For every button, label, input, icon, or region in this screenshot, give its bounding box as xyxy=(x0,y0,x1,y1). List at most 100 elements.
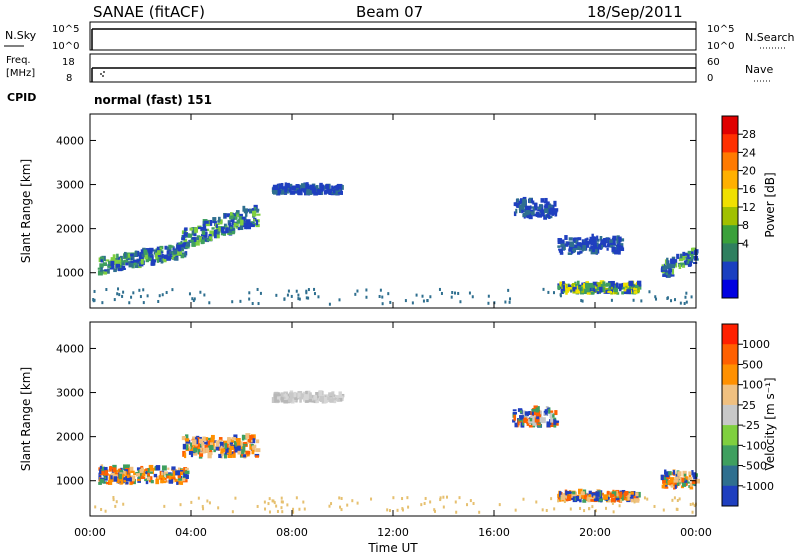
echo-cell xyxy=(210,437,215,443)
nsearch-tick-bottom: 10^0 xyxy=(707,41,734,52)
echo-cell xyxy=(579,506,582,510)
ytick-label: 4000 xyxy=(56,342,84,355)
echo-cell xyxy=(528,424,533,428)
echo-cell xyxy=(670,263,675,269)
echo-cell xyxy=(99,469,102,475)
echo-cell xyxy=(146,468,150,473)
echo-cell xyxy=(219,219,223,225)
echo-cell xyxy=(224,443,227,449)
echo-cell xyxy=(440,291,443,295)
echo-cell xyxy=(255,219,259,226)
echo-cell xyxy=(678,497,681,501)
echo-cell xyxy=(562,290,566,293)
echo-cell xyxy=(208,437,211,440)
echo-cell xyxy=(213,234,217,239)
echo-cell xyxy=(613,287,619,293)
echo-cell xyxy=(161,471,164,477)
echo-cell xyxy=(588,291,594,295)
echo-cell xyxy=(155,252,158,259)
echo-cell xyxy=(123,479,127,483)
echo-cell xyxy=(143,249,148,255)
echo-cell xyxy=(254,444,257,448)
echo-cell xyxy=(280,500,283,504)
echo-cell xyxy=(549,205,553,211)
echo-cell xyxy=(632,284,638,288)
cpid-label: CPID xyxy=(7,91,36,104)
echo-cell xyxy=(587,495,593,501)
echo-cell xyxy=(187,233,193,238)
beam-title: Beam 07 xyxy=(356,3,423,21)
echo-cell xyxy=(339,505,342,509)
echo-cell xyxy=(208,236,213,242)
echo-cell xyxy=(566,495,572,501)
echo-cell xyxy=(457,291,460,295)
echo-cell xyxy=(176,249,180,254)
echo-cell xyxy=(105,481,110,485)
echo-cell xyxy=(682,251,686,257)
echo-cell xyxy=(256,213,261,216)
echo-cell xyxy=(199,452,204,457)
echo-cell xyxy=(198,236,202,243)
echo-cell xyxy=(593,241,597,247)
echo-cell xyxy=(396,508,399,512)
echo-cell xyxy=(180,480,184,485)
echo-cell xyxy=(313,287,316,291)
echo-cell xyxy=(609,492,613,498)
echo-cell xyxy=(600,243,604,249)
echo-cell xyxy=(113,476,118,482)
echo-cell xyxy=(677,471,682,477)
echo-cell xyxy=(525,209,530,216)
echo-cell xyxy=(107,268,110,274)
echo-cell xyxy=(200,226,204,232)
echo-cell xyxy=(177,478,183,481)
echo-cell xyxy=(207,453,212,459)
echo-cell xyxy=(221,228,225,231)
echo-cell xyxy=(578,488,583,494)
echo-cell xyxy=(665,270,669,274)
colorbar-segment xyxy=(722,116,738,135)
echo-cell xyxy=(217,220,220,223)
echo-cell xyxy=(628,280,634,286)
echo-cell xyxy=(119,472,123,475)
echo-cell xyxy=(263,500,266,504)
echo-cell xyxy=(199,290,202,294)
echo-cell xyxy=(302,500,305,504)
echo-cell xyxy=(693,475,698,480)
echo-cell xyxy=(655,297,658,301)
echo-cell xyxy=(245,451,250,454)
echo-cell xyxy=(130,470,135,474)
echo-cell xyxy=(684,261,689,266)
echo-cell xyxy=(183,238,188,245)
echo-cell xyxy=(683,473,687,477)
echo-cell xyxy=(531,410,534,416)
echo-cell xyxy=(662,274,667,277)
colorbar-segment xyxy=(722,485,738,507)
echo-cell xyxy=(420,503,423,507)
echo-cell xyxy=(188,292,191,296)
echo-cell xyxy=(116,292,119,296)
xtick-label: 12:00 xyxy=(377,526,409,539)
echo-cell xyxy=(571,289,574,292)
echo-cell xyxy=(136,479,141,482)
echo-cell xyxy=(98,481,102,485)
echo-cell xyxy=(191,439,197,446)
echo-cell xyxy=(664,471,669,477)
colorbar-segment xyxy=(722,188,738,208)
echo-cell xyxy=(148,476,153,481)
echo-cell xyxy=(98,257,102,263)
echo-cell xyxy=(230,230,235,235)
echo-cell xyxy=(230,217,235,223)
echo-cell xyxy=(229,226,233,230)
echo-cell xyxy=(254,455,260,458)
echo-cell xyxy=(94,505,97,509)
echo-cell xyxy=(622,286,625,290)
echo-cell xyxy=(684,295,687,299)
velocity-colorbar: 1000 500 100 25 -25 -100 -500 -1000 xyxy=(721,323,774,507)
echo-cell xyxy=(433,508,436,512)
echo-cell xyxy=(534,417,540,423)
echo-cell xyxy=(591,233,594,240)
colorbar-tick-label: 8 xyxy=(742,219,749,232)
echo-cell xyxy=(232,453,236,458)
echo-cell xyxy=(205,223,210,227)
